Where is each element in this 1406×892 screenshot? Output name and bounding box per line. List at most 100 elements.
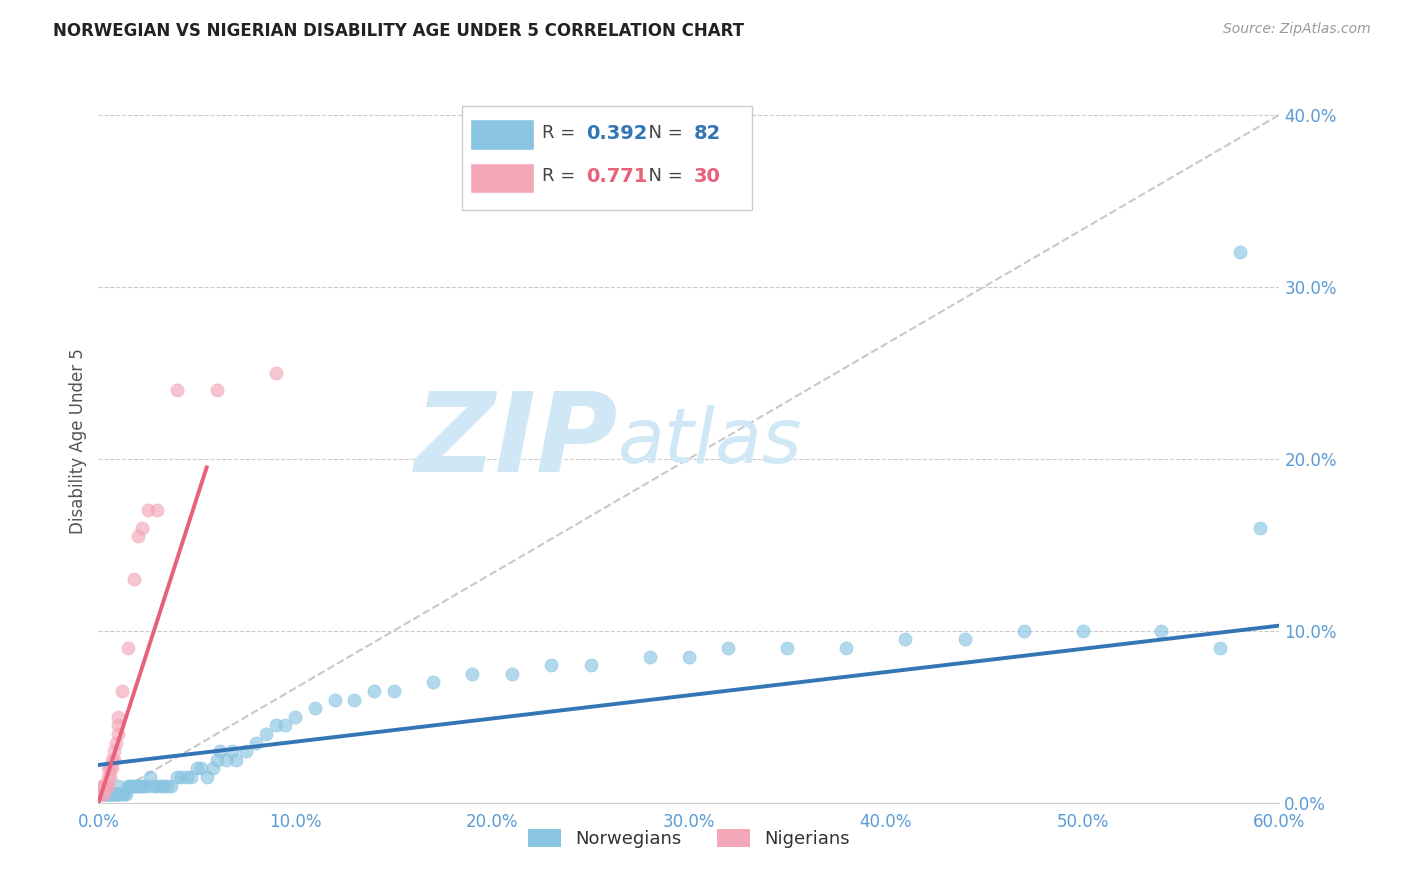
- Point: [107, 727, 129, 741]
- Point: [540, 658, 562, 673]
- Point: [461, 666, 484, 681]
- Point: [894, 632, 917, 647]
- Point: [209, 744, 232, 758]
- Text: N =: N =: [637, 168, 689, 186]
- Point: [717, 640, 740, 655]
- Point: [136, 503, 159, 517]
- Point: [264, 718, 287, 732]
- Point: [501, 666, 523, 681]
- Point: [103, 787, 125, 801]
- Point: [117, 640, 139, 655]
- Point: [117, 779, 139, 793]
- Point: [127, 779, 149, 793]
- Point: [776, 640, 799, 655]
- Point: [105, 787, 128, 801]
- Y-axis label: Disability Age Under 5: Disability Age Under 5: [69, 349, 87, 534]
- Point: [125, 779, 148, 793]
- Point: [98, 787, 121, 801]
- Text: ZIP: ZIP: [415, 388, 619, 495]
- Point: [96, 787, 118, 801]
- Point: [91, 787, 114, 801]
- Point: [363, 684, 385, 698]
- Point: [152, 779, 174, 793]
- Point: [201, 761, 224, 775]
- Point: [107, 787, 129, 801]
- Point: [215, 753, 238, 767]
- Point: [579, 658, 602, 673]
- Point: [107, 779, 129, 793]
- Point: [195, 770, 218, 784]
- Point: [638, 649, 661, 664]
- Point: [96, 779, 118, 793]
- Point: [1150, 624, 1173, 638]
- Text: 30: 30: [693, 167, 720, 186]
- Point: [107, 718, 129, 732]
- Text: R =: R =: [543, 168, 582, 186]
- Point: [107, 710, 129, 724]
- Point: [97, 787, 120, 801]
- Point: [103, 753, 125, 767]
- Point: [835, 640, 858, 655]
- Point: [105, 735, 128, 749]
- Point: [221, 744, 243, 758]
- Point: [105, 787, 128, 801]
- Point: [96, 779, 118, 793]
- Point: [97, 779, 120, 793]
- Point: [91, 787, 114, 801]
- Point: [97, 761, 120, 775]
- Point: [101, 761, 124, 775]
- Point: [1071, 624, 1094, 638]
- FancyBboxPatch shape: [471, 162, 534, 193]
- Point: [127, 529, 149, 543]
- Point: [98, 787, 121, 801]
- Point: [101, 753, 124, 767]
- Point: [343, 692, 366, 706]
- Point: [1229, 245, 1251, 260]
- Text: 0.771: 0.771: [586, 167, 648, 186]
- Text: N =: N =: [637, 124, 689, 142]
- Point: [186, 761, 208, 775]
- Point: [180, 770, 202, 784]
- Point: [205, 383, 228, 397]
- Point: [146, 779, 169, 793]
- Point: [304, 701, 326, 715]
- Point: [1012, 624, 1035, 638]
- Point: [122, 779, 145, 793]
- Point: [121, 779, 143, 793]
- Point: [97, 787, 120, 801]
- Point: [142, 779, 165, 793]
- Point: [245, 735, 267, 749]
- Text: Source: ZipAtlas.com: Source: ZipAtlas.com: [1223, 22, 1371, 37]
- Point: [108, 787, 131, 801]
- Point: [93, 779, 115, 793]
- Point: [190, 761, 212, 775]
- Point: [953, 632, 976, 647]
- Point: [235, 744, 257, 758]
- Point: [93, 787, 115, 801]
- Point: [176, 770, 198, 784]
- Point: [101, 787, 124, 801]
- Text: NORWEGIAN VS NIGERIAN DISABILITY AGE UNDER 5 CORRELATION CHART: NORWEGIAN VS NIGERIAN DISABILITY AGE UND…: [53, 22, 744, 40]
- Text: R =: R =: [543, 124, 582, 142]
- Text: 82: 82: [693, 123, 721, 143]
- Point: [1209, 640, 1232, 655]
- Text: atlas: atlas: [619, 405, 803, 478]
- Point: [323, 692, 346, 706]
- Point: [382, 684, 405, 698]
- Point: [111, 787, 134, 801]
- Point: [98, 761, 121, 775]
- Point: [107, 787, 129, 801]
- Text: 0.392: 0.392: [586, 123, 648, 143]
- Point: [678, 649, 700, 664]
- Point: [1249, 520, 1271, 534]
- Point: [131, 520, 153, 534]
- Point: [111, 684, 134, 698]
- FancyBboxPatch shape: [471, 120, 534, 150]
- Point: [284, 710, 307, 724]
- Point: [122, 572, 145, 586]
- Point: [170, 770, 193, 784]
- Point: [132, 779, 155, 793]
- Point: [103, 787, 125, 801]
- Point: [146, 503, 169, 517]
- Point: [205, 753, 228, 767]
